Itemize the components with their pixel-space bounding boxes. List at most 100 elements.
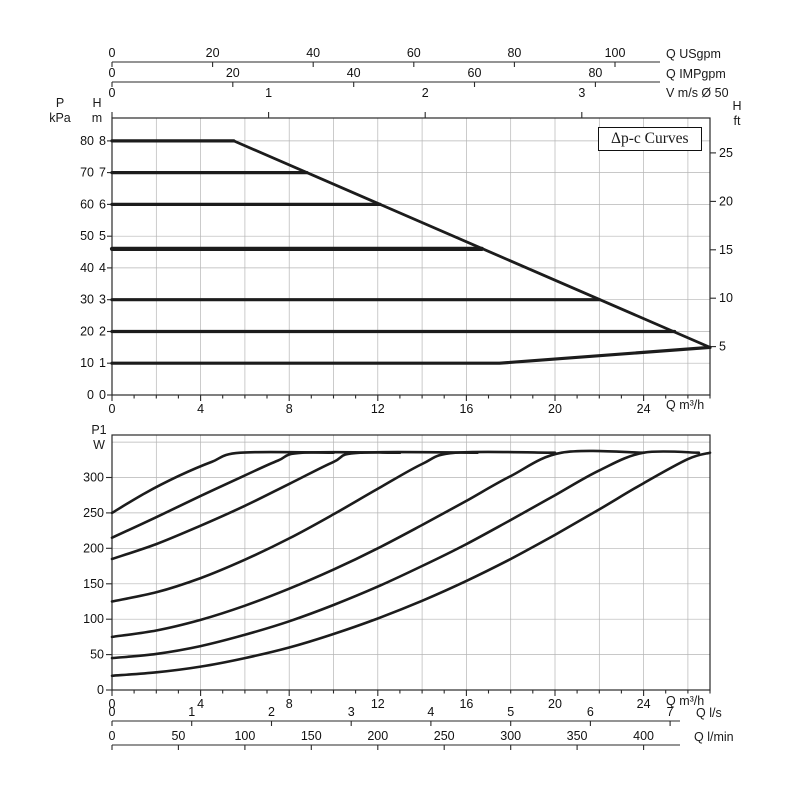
sec-tick-label: 100 [605, 46, 626, 60]
ft-tick-label: 20 [719, 194, 733, 208]
ft-tick-label: 25 [719, 146, 733, 160]
axis-unit-head-ft: H ft [722, 99, 752, 129]
ft-tick-label: 10 [719, 291, 733, 305]
x-tick-label: 20 [548, 697, 562, 711]
sec-tick-label: 200 [367, 729, 388, 743]
sec-tick-label: 250 [434, 729, 455, 743]
head-unit-ft: ft [733, 114, 741, 128]
sec-tick-label: 60 [407, 46, 421, 60]
sec-tick-label: 20 [226, 66, 240, 80]
sec-tick-label: 0 [109, 705, 116, 719]
head-unit-m: m [91, 111, 103, 125]
sec-tick-label: 0 [109, 729, 116, 743]
axis-unit-velocity: V m/s Ø 50 [666, 86, 729, 100]
sec-tick-label: 1 [188, 705, 195, 719]
h-tick-label: 2 [99, 325, 106, 339]
h-tick-label: 6 [99, 197, 106, 211]
h-tick-label: 8 [99, 134, 106, 148]
sec-tick-label: 1 [265, 86, 272, 100]
curve-p1-min [110, 451, 712, 678]
kpa-tick-label: 50 [80, 229, 94, 243]
sec-tick-label: 3 [578, 86, 585, 100]
x-tick-label: 0 [109, 402, 116, 416]
w-tick-label: 200 [83, 541, 104, 555]
sec-tick-label: 6 [587, 705, 594, 719]
sec-tick-label: 0 [109, 46, 116, 60]
curve-p1-4.6m [110, 450, 557, 603]
sec-tick-label: 0 [109, 86, 116, 100]
kpa-tick-label: 20 [80, 325, 94, 339]
sec-tick-label: 2 [422, 86, 429, 100]
x-tick-label: 16 [459, 402, 473, 416]
w-tick-label: 250 [83, 506, 104, 520]
x-tick-label: 12 [371, 697, 385, 711]
x-tick-label: 16 [459, 697, 473, 711]
curve-p1-2m [110, 450, 701, 660]
h-tick-label: 0 [99, 388, 106, 402]
x-tick-label: 8 [286, 697, 293, 711]
sec-tick-label: 50 [171, 729, 185, 743]
pressure-symbol: P [55, 96, 65, 110]
sec-tick-label: 4 [427, 705, 434, 719]
x-tick-label: 20 [548, 402, 562, 416]
power-unit-w: W [93, 438, 105, 452]
sec-tick-label: 80 [507, 46, 521, 60]
sec-tick-label: 40 [347, 66, 361, 80]
ft-tick-label: 15 [719, 243, 733, 257]
axis-unit-power: P1 W [82, 423, 116, 453]
axis-unit-flow-m3h-bottom: Q m³/h [666, 694, 705, 708]
w-tick-label: 50 [90, 648, 104, 662]
kpa-tick-label: 10 [80, 356, 94, 370]
curve-p1-3m [110, 449, 645, 639]
curve-p1-max [110, 450, 335, 515]
h-tick-label: 1 [99, 356, 106, 370]
x-tick-label: 0 [109, 697, 116, 711]
sec-tick-label: 0 [109, 66, 116, 80]
ft-tick-label: 5 [719, 340, 726, 354]
h-tick-label: 4 [99, 261, 106, 275]
head-chart-frame [111, 117, 711, 396]
w-tick-label: 300 [83, 471, 104, 485]
w-tick-label: 100 [83, 612, 104, 626]
kpa-tick-label: 0 [87, 388, 94, 402]
kpa-tick-label: 30 [80, 293, 94, 307]
sec-tick-label: 3 [348, 705, 355, 719]
sec-tick-label: 40 [306, 46, 320, 60]
axis-unit-flow-ls: Q l/s [696, 706, 722, 720]
w-tick-label: 0 [97, 683, 104, 697]
curve-p1-7m [110, 450, 402, 539]
curve-min-curve-1m [110, 345, 712, 365]
sec-tick-label: 150 [301, 729, 322, 743]
sec-tick-label: 350 [567, 729, 588, 743]
kpa-tick-label: 70 [80, 166, 94, 180]
axis-unit-flow-lmin: Q l/min [694, 730, 734, 744]
head-symbol-right: H [732, 99, 742, 113]
sec-tick-label: 5 [507, 705, 514, 719]
x-tick-label: 8 [286, 402, 293, 416]
h-tick-label: 3 [99, 293, 106, 307]
h-tick-label: 5 [99, 229, 106, 243]
axis-unit-pressure-kpa: P kPa [36, 96, 84, 126]
sec-tick-label: 2 [268, 705, 275, 719]
sec-tick-label: 60 [468, 66, 482, 80]
sec-tick-label: 100 [234, 729, 255, 743]
power-symbol: P1 [91, 423, 107, 437]
curve-p1-6m [110, 450, 479, 561]
pressure-unit: kPa [49, 111, 71, 125]
axis-unit-usgpm: Q USgpm [666, 47, 721, 61]
dp-c-curves-label: Δp-c Curves [598, 127, 702, 151]
curve-max-curve [232, 139, 712, 349]
x-tick-label: 4 [197, 697, 204, 711]
x-tick-label: 24 [637, 402, 651, 416]
sec-tick-label: 400 [633, 729, 654, 743]
x-tick-label: 12 [371, 402, 385, 416]
sec-tick-label: 20 [206, 46, 220, 60]
x-tick-label: 4 [197, 402, 204, 416]
kpa-tick-label: 40 [80, 261, 94, 275]
kpa-tick-label: 60 [80, 197, 94, 211]
axis-unit-impgpm: Q IMPgpm [666, 67, 726, 81]
axis-unit-head-m: H m [84, 96, 110, 126]
